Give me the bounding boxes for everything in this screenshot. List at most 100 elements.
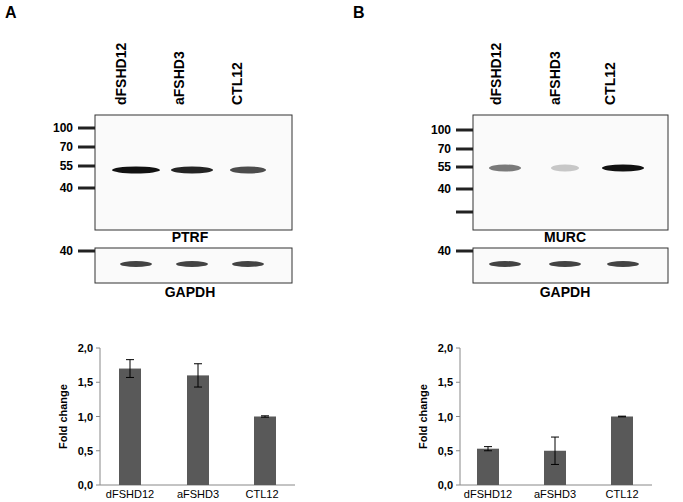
marker-label: 40	[60, 244, 74, 258]
blot-band	[120, 261, 152, 267]
y-tick	[96, 485, 100, 486]
y-tick	[96, 382, 100, 383]
blot-frame	[95, 115, 292, 230]
marker-tick	[78, 250, 95, 253]
y-tick	[96, 416, 100, 417]
marker-tick	[456, 166, 473, 169]
blot-band	[607, 261, 639, 267]
error-bar-line	[198, 364, 199, 387]
error-bar-cap	[551, 464, 559, 465]
marker-tick	[456, 188, 473, 191]
error-bar-line	[488, 447, 489, 451]
y-tick	[456, 382, 460, 383]
x-tick-label: CTL12	[245, 488, 278, 500]
marker-tick	[456, 129, 473, 132]
bar	[254, 417, 276, 486]
blot-band	[176, 261, 208, 267]
marker-label: 100	[431, 123, 451, 137]
error-bar-cap	[484, 446, 492, 447]
y-tick	[96, 450, 100, 451]
error-bar-cap	[194, 363, 202, 364]
marker-label: 55	[438, 160, 452, 174]
y-tick	[456, 485, 460, 486]
lane-label: CTL12	[229, 62, 245, 105]
x-tick-label: aFSHD3	[534, 488, 576, 500]
error-bar-line	[130, 360, 131, 378]
y-axis	[100, 348, 101, 485]
error-bar	[261, 416, 269, 417]
blot-band	[112, 167, 160, 174]
blot-band	[171, 167, 213, 174]
panel-letter: A	[5, 4, 17, 21]
marker-tick	[78, 146, 95, 149]
error-bar-cap	[261, 417, 269, 418]
blot-band	[230, 167, 266, 174]
error-bar	[194, 364, 202, 387]
error-bar	[618, 416, 626, 418]
plot-area	[119, 360, 276, 485]
blot-band	[489, 165, 521, 172]
marker-tick	[78, 127, 95, 130]
x-tick-label: dFSHD12	[106, 488, 154, 500]
blot-label: GAPDH	[165, 284, 216, 300]
error-bar-cap	[126, 377, 134, 378]
blot-band	[489, 261, 521, 267]
marker-tick	[456, 211, 473, 214]
blot-band	[549, 261, 581, 267]
marker-label: 100	[53, 121, 73, 135]
error-bar-cap	[484, 450, 492, 451]
marker-label: 70	[438, 142, 452, 156]
blot-band	[232, 261, 264, 267]
blot-frame	[473, 115, 668, 230]
y-tick-label: 1,0	[438, 411, 453, 423]
blot-label: PTRF	[172, 229, 209, 245]
lane-label: CTL12	[602, 62, 618, 105]
lane-label: aFSHD3	[547, 51, 563, 105]
marker-label: 55	[60, 159, 74, 173]
bar	[611, 417, 633, 486]
blot-frame	[473, 248, 668, 283]
y-tick-label: 0,5	[78, 445, 93, 457]
lane-label: dFSHD12	[113, 43, 129, 105]
error-bar-cap	[194, 387, 202, 388]
x-tick-label: dFSHD12	[464, 488, 512, 500]
error-bar	[551, 437, 559, 464]
y-tick-label: 2,0	[78, 342, 93, 354]
marker-label: 70	[60, 140, 74, 154]
x-tick-label: CTL12	[605, 488, 638, 500]
panel-letter: B	[353, 4, 365, 21]
bar	[477, 449, 499, 485]
y-tick	[456, 416, 460, 417]
lane-label: aFSHD3	[171, 51, 187, 105]
error-bar-cap	[126, 359, 134, 360]
error-bar-line	[555, 437, 556, 464]
y-axis	[460, 348, 461, 485]
y-tick-label: 0,0	[438, 479, 453, 491]
plot-area	[477, 416, 633, 485]
error-bar	[126, 360, 134, 378]
error-bar-cap	[618, 416, 626, 417]
blot-band	[551, 165, 579, 172]
y-tick-label: 1,5	[78, 376, 93, 388]
y-tick-label: 0,0	[78, 479, 93, 491]
y-axis-label: Fold change	[417, 384, 429, 449]
figure: AdFSHD12 aFSHD3 CTL12 100 70 55 40 PTRF 40 GAPDH B…	[0, 0, 683, 502]
blot-label: GAPDH	[540, 284, 591, 300]
blot-band	[602, 165, 644, 172]
error-bar-cap	[618, 416, 626, 417]
y-tick-label: 2,0	[438, 342, 453, 354]
marker-tick	[456, 250, 473, 253]
y-tick	[96, 348, 100, 349]
marker-label: 40	[60, 181, 74, 195]
bar	[187, 375, 209, 485]
y-tick	[456, 450, 460, 451]
marker-tick	[78, 165, 95, 168]
y-tick-label: 1,5	[438, 376, 453, 388]
y-axis-label: Fold change	[57, 384, 69, 449]
y-tick-label: 1,0	[78, 411, 93, 423]
y-tick	[456, 348, 460, 349]
marker-tick	[78, 187, 95, 190]
lane-label: dFSHD12	[488, 43, 504, 105]
y-tick-label: 0,5	[438, 445, 453, 457]
marker-tick	[456, 148, 473, 151]
